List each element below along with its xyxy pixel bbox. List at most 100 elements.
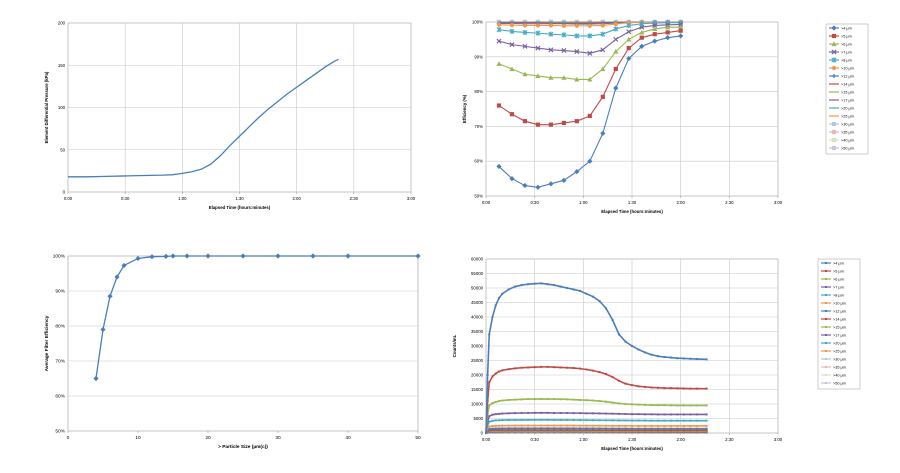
data-point [114, 274, 120, 280]
data-point [665, 35, 671, 41]
data-point [514, 285, 517, 288]
data-point [618, 429, 621, 432]
legend-marker [825, 262, 827, 264]
data-point [491, 402, 494, 405]
chart-2: 50% 60% 70% 80% 90% 100% 0:00 0:30 1:00 1:30 2:00 2… [462, 20, 869, 214]
x-tick-label: 1:30 [235, 196, 244, 201]
data-point [572, 424, 575, 427]
data-point [535, 30, 541, 36]
legend-marker [831, 25, 837, 31]
data-point [491, 427, 494, 430]
data-point [631, 427, 633, 430]
data-point [695, 387, 698, 390]
x-tick-label: 1:00 [178, 196, 187, 201]
legend-label: >50 µm [841, 146, 854, 150]
data-point [497, 427, 500, 430]
data-point [535, 73, 541, 79]
y-tick-label: 50000 [471, 286, 484, 291]
y-axis-label: Average Filter Efficiency [44, 315, 50, 371]
data-point [611, 318, 614, 321]
x-tick-label: 1:30 [628, 200, 637, 205]
data-point [522, 182, 528, 189]
data-point [624, 424, 627, 427]
data-point [637, 348, 640, 351]
data-point [592, 399, 595, 402]
data-point [598, 300, 601, 303]
data-point [705, 429, 708, 432]
legend-label: >7 µm [841, 50, 852, 54]
data-point [520, 418, 523, 421]
data-point [494, 429, 497, 432]
data-point [514, 367, 517, 370]
data-point [585, 419, 588, 422]
legend-label: >8 µm [841, 58, 852, 62]
x-tick-label: 3:00 [774, 437, 783, 442]
data-point [598, 419, 601, 422]
data-point [663, 387, 666, 390]
legend-marker [825, 286, 827, 288]
data-point [579, 398, 582, 401]
data-point [527, 366, 530, 369]
data-point [682, 424, 685, 427]
data-point [535, 45, 541, 51]
data-point [561, 75, 567, 80]
data-point [572, 429, 575, 432]
data-point [520, 366, 523, 369]
data-point [605, 400, 608, 403]
data-point [149, 254, 155, 260]
data-point [695, 419, 698, 422]
data-point [695, 404, 698, 407]
data-point [682, 419, 685, 422]
legend-marker [831, 73, 837, 79]
data-point [626, 55, 632, 62]
data-point [611, 424, 614, 427]
data-point [682, 427, 685, 430]
x-tick-label: 2:00 [676, 437, 685, 442]
data-point [486, 374, 489, 376]
data-point [520, 411, 523, 414]
data-point [494, 372, 497, 375]
data-point [643, 413, 646, 416]
data-point [501, 399, 504, 402]
data-point [497, 370, 500, 373]
data-point [497, 297, 500, 300]
data-point [598, 371, 601, 374]
data-point [613, 66, 618, 72]
legend-label: >8 µm [833, 293, 844, 297]
data-point [514, 427, 517, 430]
data-point [579, 419, 582, 422]
x-tick-label: 0:00 [64, 196, 73, 201]
data-point [587, 23, 592, 28]
x-tick-label: 2:30 [725, 200, 734, 205]
data-point [485, 432, 487, 434]
data-point [663, 424, 666, 427]
legend-marker [831, 57, 837, 63]
legend-label: >15 µm [833, 325, 846, 329]
data-point [507, 427, 510, 430]
data-point [553, 424, 556, 427]
data-point [514, 418, 517, 421]
y-tick-label: 60000 [471, 257, 484, 262]
data-point [639, 35, 644, 40]
legend-marker [825, 294, 827, 296]
data-point [497, 429, 500, 432]
data-point [705, 427, 708, 430]
x-tick-label: 0:00 [482, 200, 491, 205]
data-point [275, 253, 281, 259]
data-point [540, 411, 543, 414]
data-point [598, 427, 601, 430]
data-point [497, 424, 500, 427]
data-point [574, 49, 580, 55]
data-point [496, 22, 502, 27]
data-point [669, 419, 672, 422]
data-point [605, 427, 608, 430]
data-point [566, 411, 569, 414]
y-tick-label: 10000 [471, 402, 484, 407]
legend-label: >6 µm [841, 42, 852, 46]
data-point [491, 419, 494, 422]
data-point [669, 427, 672, 430]
legend-marker [825, 270, 827, 272]
data-point [93, 375, 99, 382]
data-point [497, 412, 500, 415]
data-point [592, 419, 595, 422]
